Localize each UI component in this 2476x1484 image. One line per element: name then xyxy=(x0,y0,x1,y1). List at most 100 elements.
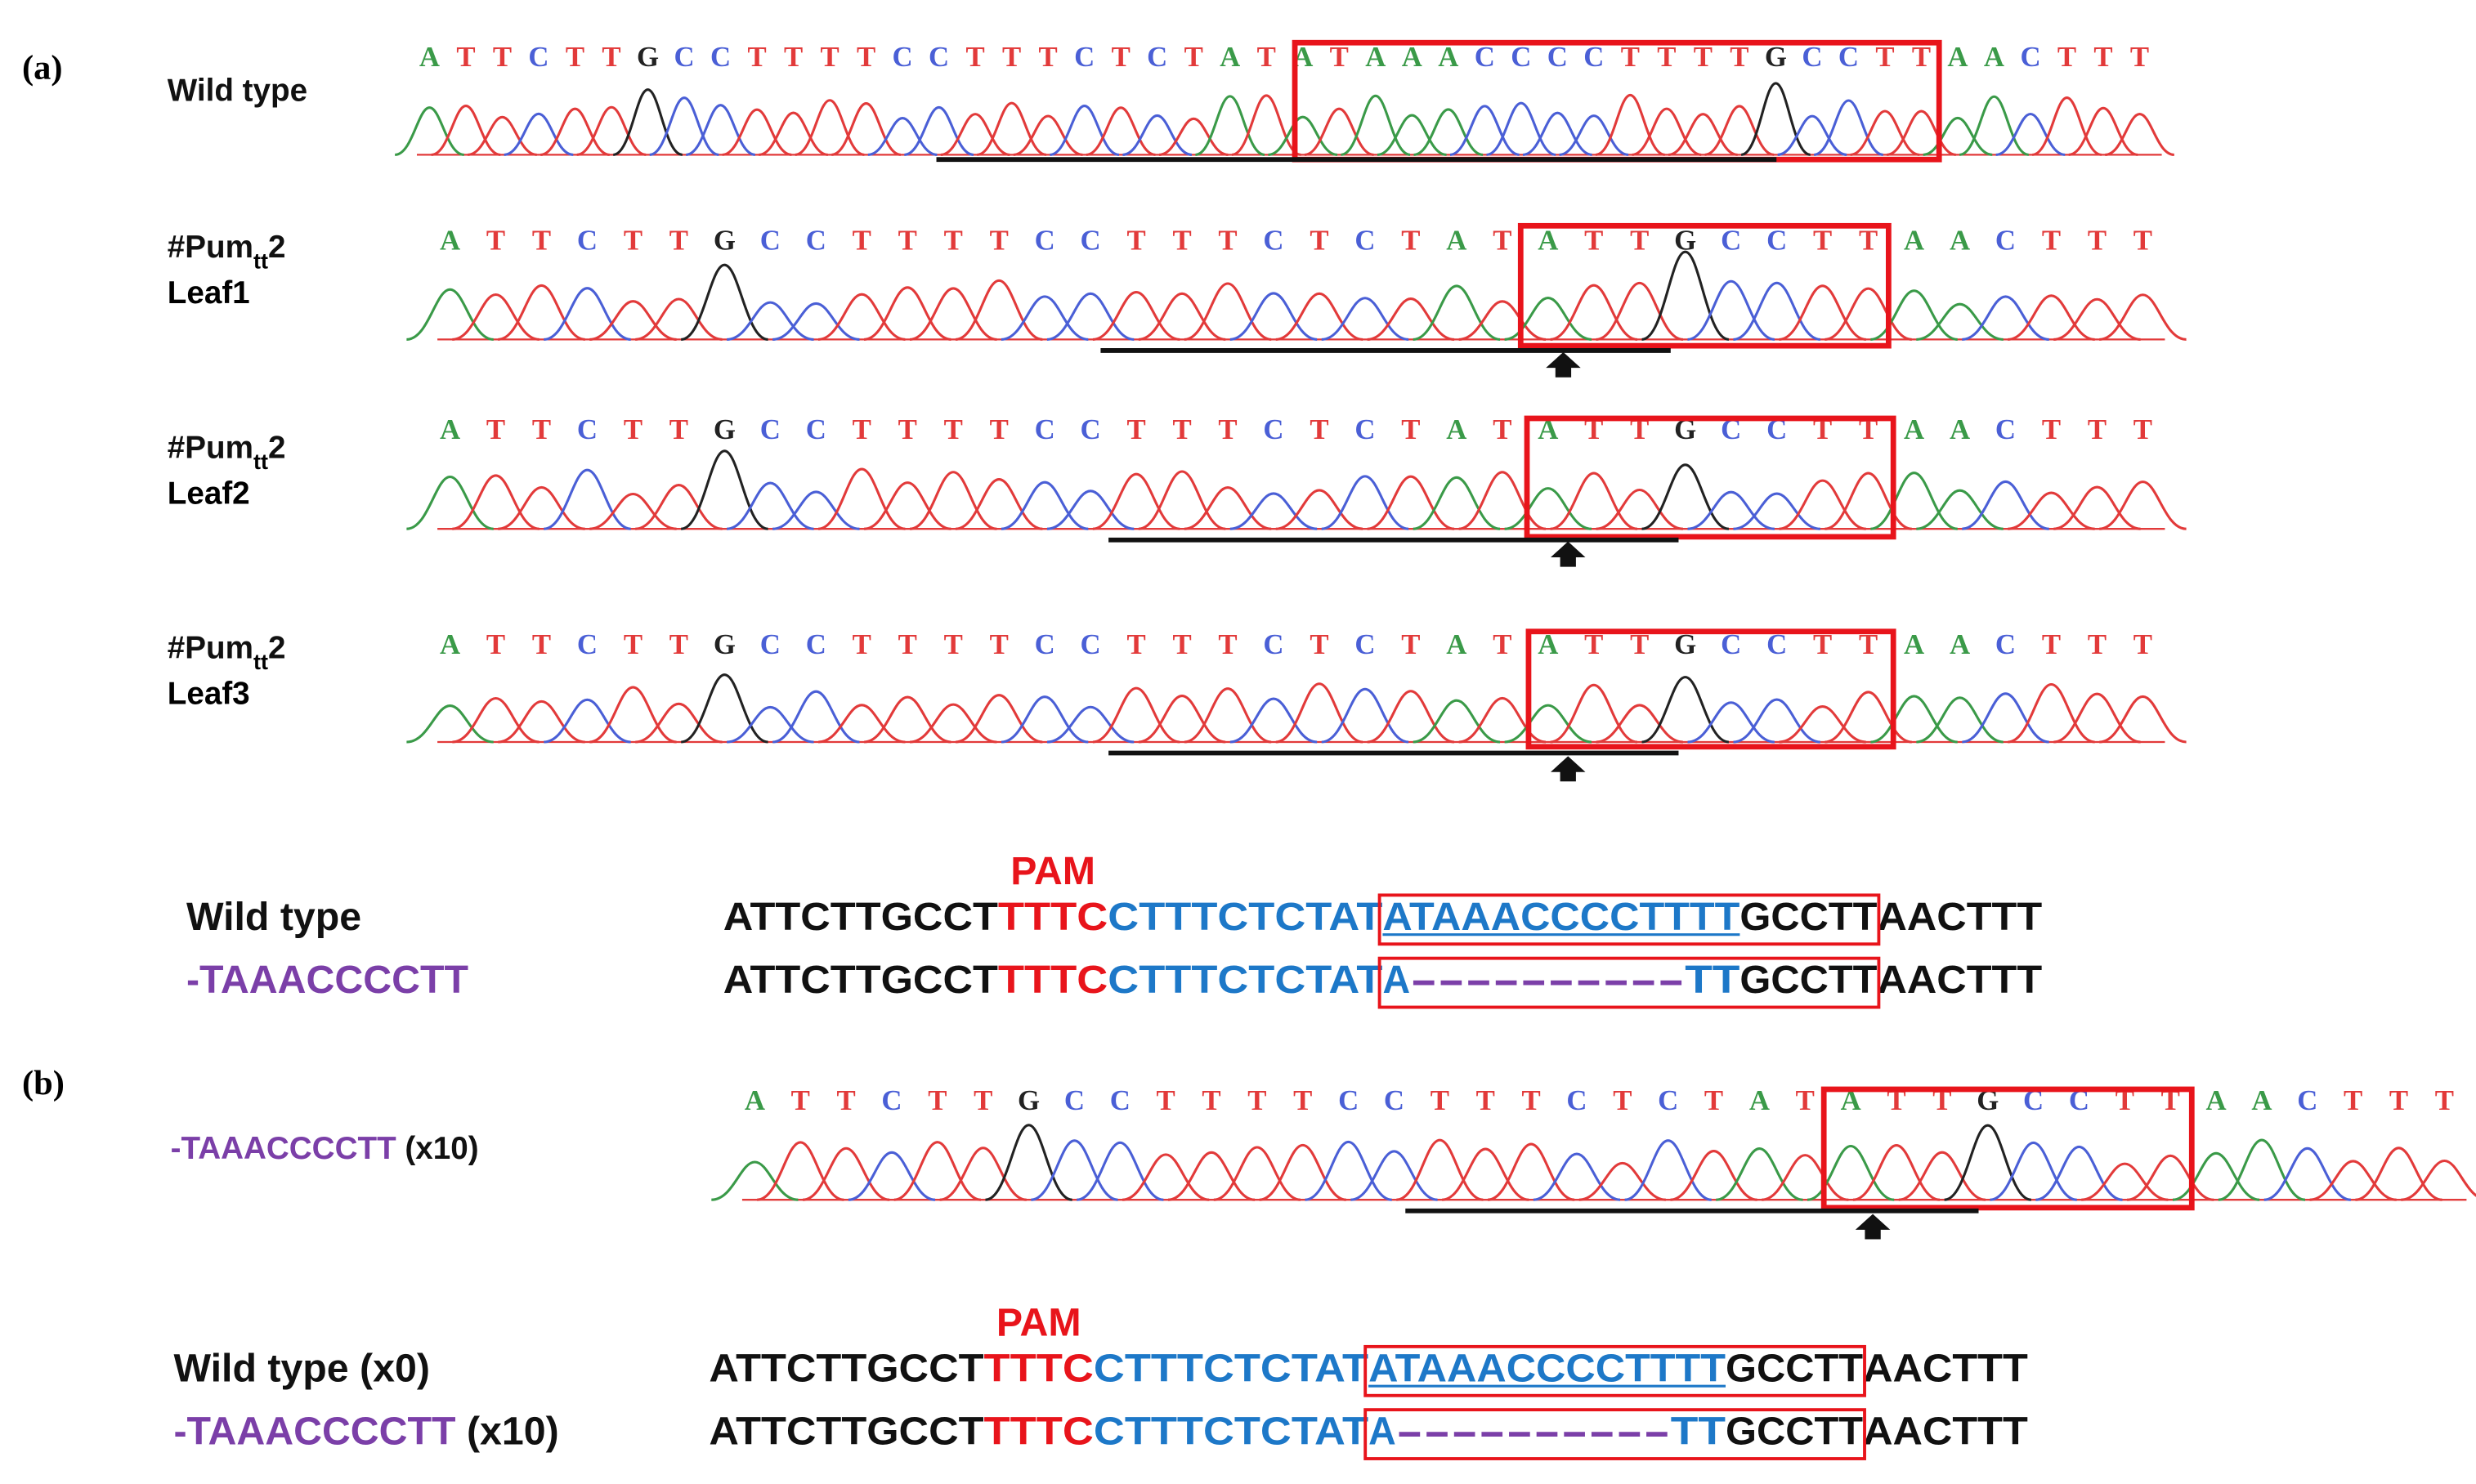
panel-label: (b) xyxy=(22,1064,65,1102)
base-call: C xyxy=(1475,41,1495,73)
base-call: T xyxy=(486,224,505,256)
trace-peak xyxy=(576,105,647,156)
trace-peak xyxy=(1395,1138,1484,1201)
base-call: T xyxy=(1493,224,1511,256)
trace-peak xyxy=(1487,1142,1575,1201)
base-call: C xyxy=(760,224,781,256)
base-call: T xyxy=(1493,628,1511,660)
base-call: T xyxy=(532,413,551,445)
base-call: T xyxy=(1704,1084,1723,1116)
trace-peak xyxy=(2104,113,2175,156)
base-call: C xyxy=(1547,41,1568,73)
base-call: G xyxy=(637,41,659,73)
base-call: T xyxy=(2130,41,2149,73)
base-call: C xyxy=(1110,1084,1131,1116)
base-call: T xyxy=(1310,224,1328,256)
base-call: T xyxy=(857,41,875,73)
sequence-segment: ATTCTTGCCT xyxy=(723,958,998,1002)
base-call: T xyxy=(1476,1084,1495,1116)
base-call: C xyxy=(1721,224,1741,256)
trace-peak xyxy=(1076,1141,1164,1201)
trace-peak xyxy=(1550,683,1638,744)
trace-peak xyxy=(1458,300,1547,341)
trace-peak xyxy=(1167,1151,1256,1201)
trace-peak xyxy=(1321,687,1409,744)
base-call: T xyxy=(1813,628,1832,660)
sequence-segment: AACTTT xyxy=(1877,958,2042,1002)
alignment-box xyxy=(1363,1344,1866,1397)
highlight-box xyxy=(1524,415,1896,540)
trace-peak xyxy=(1733,281,1821,341)
trace-peak xyxy=(863,695,951,744)
trace-label: -TAAACCCCTT (x10) xyxy=(171,1131,479,1166)
base-call: T xyxy=(1112,41,1131,73)
trace-peak xyxy=(795,99,865,156)
trace-peak xyxy=(1641,463,1730,530)
trace-peak xyxy=(863,286,951,341)
base-call: T xyxy=(990,628,1009,660)
trace-name-sub: tt xyxy=(253,449,268,474)
trace-peak xyxy=(1013,114,1083,156)
base-call: T xyxy=(1584,224,1603,256)
base-call: T xyxy=(2093,41,2112,73)
panel-label: (a) xyxy=(22,49,63,87)
trace-peak xyxy=(1001,695,1089,744)
trace-peak xyxy=(1350,1150,1438,1201)
base-call: A xyxy=(1947,41,1968,73)
trace-peak xyxy=(1413,476,1501,530)
trace-peak xyxy=(711,1160,799,1201)
trace-peak xyxy=(1995,112,2066,156)
base-call: T xyxy=(1932,1084,1951,1116)
base-call: C xyxy=(1583,41,1604,73)
base-call: T xyxy=(1813,224,1832,256)
base-call: T xyxy=(944,413,963,445)
trace-peak xyxy=(1962,295,2049,341)
trace-peak xyxy=(1668,113,1738,156)
base-call: T xyxy=(2161,1084,2180,1116)
trace-name-suffix: 2 xyxy=(268,631,285,666)
base-call: T xyxy=(1796,1084,1815,1116)
base-call: A xyxy=(1749,1084,1770,1116)
base-call: A xyxy=(1904,224,1924,256)
trace-peak xyxy=(1624,1139,1713,1201)
base-call: C xyxy=(710,41,731,73)
base-call: T xyxy=(1887,1084,1905,1116)
trace-peak xyxy=(985,1124,1072,1201)
alignment-box xyxy=(1377,893,1881,946)
trace-peak xyxy=(1086,106,1156,156)
base-call: C xyxy=(1081,413,1101,445)
trace-peak xyxy=(1195,95,1265,156)
base-call: T xyxy=(820,41,839,73)
base-call: A xyxy=(2205,1084,2226,1116)
trace-peak xyxy=(498,485,585,530)
highlight-box xyxy=(1517,222,1892,349)
base-call: A xyxy=(1950,224,1970,256)
trace-peak xyxy=(1990,1141,2077,1201)
trace-peak xyxy=(2035,1145,2123,1201)
base-call: T xyxy=(974,1084,992,1116)
base-call: T xyxy=(1584,628,1603,660)
base-call: T xyxy=(602,41,620,73)
trace-peak xyxy=(1916,302,2004,341)
trace-peak xyxy=(1852,1143,1941,1201)
trace-peak xyxy=(1923,116,1993,156)
highlight-box xyxy=(1525,628,1896,750)
trace-peak xyxy=(1231,94,1301,156)
base-call: T xyxy=(2088,413,2107,445)
trace-peak xyxy=(1641,250,1730,341)
trace-peak xyxy=(1486,101,1556,156)
base-call: T xyxy=(928,1084,947,1116)
trace-peak xyxy=(685,104,756,156)
base-call: T xyxy=(1126,413,1145,445)
sequence-segment: CTTTCTCTAT xyxy=(1094,1346,1368,1390)
trace-peak xyxy=(909,471,997,530)
base-call: T xyxy=(944,224,963,256)
sequence-segment: ---------- xyxy=(1396,1410,1671,1454)
base-call: T xyxy=(1401,224,1420,256)
trace-name: #Pum xyxy=(168,230,253,265)
trace-peak xyxy=(1031,1139,1118,1201)
base-call: T xyxy=(853,628,871,660)
base-call: C xyxy=(1354,224,1375,256)
base-call: C xyxy=(1263,413,1283,445)
base-call: T xyxy=(2133,224,2152,256)
